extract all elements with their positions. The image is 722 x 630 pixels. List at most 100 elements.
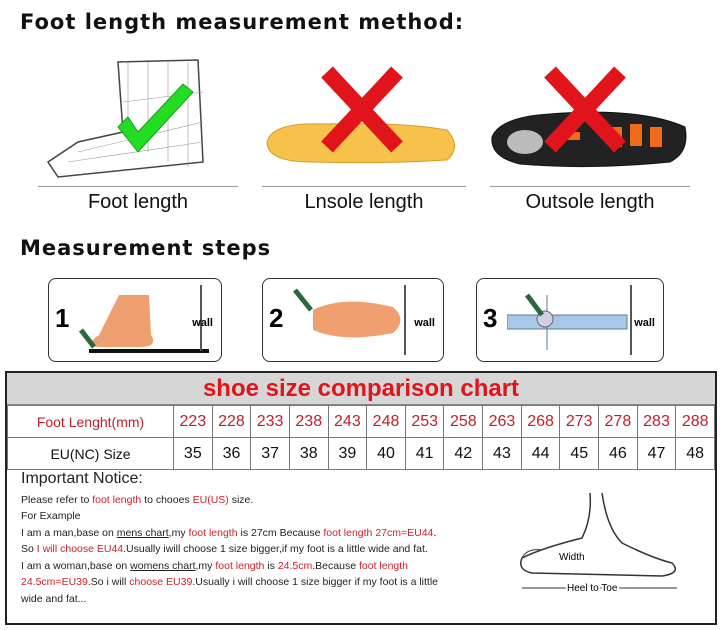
notice-text: is 27cm Because	[237, 526, 324, 539]
notice-text: ,my	[195, 559, 216, 572]
notice-text: womens chart	[130, 559, 196, 572]
step-3: 3 wall	[476, 278, 664, 362]
highlight-text: foot length	[215, 559, 265, 572]
highlight-text: I will choose EU44	[36, 543, 124, 555]
step-2: 2 wall	[262, 278, 444, 362]
notice-text: .Usually iwill choose 1 size bigger,if m…	[123, 543, 428, 555]
eu-size-cell: 43	[482, 437, 522, 470]
eu-size-cell: 48	[675, 437, 715, 470]
steps-title: Measurement steps	[20, 236, 272, 260]
foot-length-row: Foot Lenght(mm) 223 228 233 238 243 248 253 258 2…	[7, 405, 715, 438]
foot-length-cell: 253	[404, 405, 445, 438]
eu-size-cell: 36	[211, 437, 252, 470]
eu-size-cell: 38	[288, 437, 329, 470]
foot-length-cell: 268	[520, 405, 561, 438]
outsole-image	[491, 66, 687, 168]
size-table: Foot Lenght(mm) 223 228 233 238 243 248 253 258 2…	[7, 405, 715, 470]
foot-length-cell: 233	[250, 405, 290, 438]
check-icon	[117, 83, 194, 153]
foot-length-cell: 273	[559, 405, 600, 438]
notice-text: I am a woman,base on	[21, 559, 131, 572]
notice-line: Please refer to foot length to chooes EU…	[21, 492, 511, 509]
highlight-text: 24.5cm=EU39	[21, 576, 88, 588]
foot-length-cell: 238	[288, 405, 329, 438]
notice-text: size.	[228, 493, 254, 506]
heel-to-toe-label: Heel to Toe	[567, 583, 618, 594]
step-number: 1	[55, 303, 70, 333]
notice-text: .So i will	[87, 576, 130, 588]
highlight-text: choose EU39	[129, 576, 193, 588]
highlight-text: foot length	[188, 526, 238, 539]
eu-size-cell: 41	[404, 437, 445, 470]
ruler-image	[507, 285, 632, 355]
highlight-text: foot length	[92, 493, 142, 506]
chart-title: shoe size comparison chart	[7, 373, 715, 405]
notice-line: I am a woman,base on womens chart,my foo…	[21, 558, 511, 575]
eu-size-cell: 44	[520, 437, 561, 470]
eu-size-cell: 39	[327, 437, 368, 470]
notice-line: I am a man,base on mens chart,my foot le…	[21, 525, 511, 542]
foot-side-image	[79, 285, 209, 353]
notice-text: .Usually i will choose 1 size bigger if …	[192, 576, 439, 588]
cross-icon	[321, 66, 403, 153]
method-title: Foot length measurement method:	[20, 10, 465, 34]
notice-text: I am a man,base on	[21, 526, 117, 539]
foot-length-cell: 243	[327, 405, 368, 438]
notice-text: So	[21, 543, 37, 555]
important-notice: Important Notice: Please refer to foot l…	[21, 470, 511, 608]
foot-length-cell: 283	[636, 405, 677, 438]
wall-label: wall	[414, 317, 435, 329]
method-insole-length: Lnsole length	[262, 52, 466, 214]
insole-image	[266, 66, 455, 164]
highlight-text: foot length 27cm=EU44	[323, 526, 434, 539]
eu-size-cell: 47	[636, 437, 677, 470]
wall-label: wall	[192, 317, 213, 329]
notice-text: mens chart	[116, 526, 169, 539]
highlight-text: foot length	[358, 559, 409, 572]
step-number: 2	[269, 303, 284, 333]
highlight-text: 24.5cm	[277, 559, 313, 572]
notice-text: .Because	[312, 559, 359, 572]
foot-diagram: Width Heel to Toe	[520, 492, 677, 596]
notice-line: For Example	[21, 508, 511, 525]
notice-text: .	[433, 526, 437, 539]
notice-line: So I will choose EU44.Usually iwill choo…	[21, 541, 511, 558]
highlight-text: EU(US)	[192, 493, 229, 506]
wall-label: wall	[634, 317, 655, 329]
notice-line: 24.5cm=EU39.So i will choose EU39.Usuall…	[21, 574, 511, 591]
eu-size-cell: 42	[443, 437, 484, 470]
cross-icon	[544, 66, 626, 153]
notice-title: Important Notice:	[21, 470, 143, 487]
notice-text: is	[264, 559, 278, 572]
foot-length-cell: 228	[211, 405, 252, 438]
notice-line: wide and fat...	[21, 591, 511, 608]
method-outsole-length: Outsole length	[490, 52, 690, 214]
row-label: Foot Lenght(mm)	[7, 405, 174, 438]
method-foot-length: Foot length	[38, 52, 238, 214]
eu-size-cell: 37	[250, 437, 290, 470]
row-label: EU(NC) Size	[7, 437, 174, 470]
foot-length-cell: 263	[482, 405, 522, 438]
method-label: Foot length	[38, 186, 238, 214]
eu-size-cell: 35	[173, 437, 213, 470]
notice-text: For Example	[21, 510, 81, 522]
method-label: Outsole length	[490, 186, 690, 214]
notice-text: wide and fat...	[21, 592, 87, 605]
notice-text: ,my	[168, 526, 189, 539]
step-number: 3	[483, 303, 498, 333]
foot-length-cell: 288	[675, 405, 715, 438]
foot-top-image	[293, 285, 406, 355]
method-label: Lnsole length	[262, 186, 466, 214]
notice-text: to chooes	[141, 493, 193, 506]
width-label: Width	[559, 552, 585, 563]
eu-size-row: EU(NC) Size 35 36 37 38 39 40 41 42 43 44 45 46 47 48	[7, 437, 715, 470]
foot-wireframe-image	[46, 59, 204, 178]
notice-text: Please refer to	[21, 493, 93, 506]
eu-size-cell: 40	[366, 437, 406, 470]
foot-length-cell: 223	[173, 405, 213, 438]
eu-size-cell: 45	[559, 437, 600, 470]
size-chart: shoe size comparison chart Foot Lenght(m…	[5, 371, 717, 625]
foot-length-cell: 248	[366, 405, 406, 438]
foot-length-cell: 258	[443, 405, 484, 438]
